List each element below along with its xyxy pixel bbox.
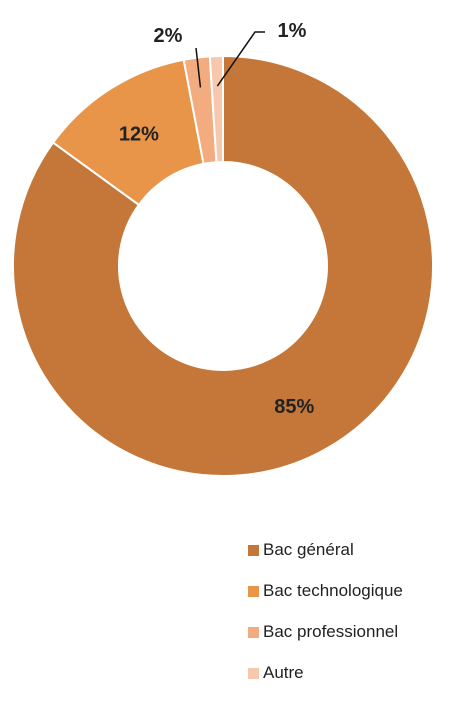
legend-label: Bac professionnel — [263, 622, 399, 641]
legend-swatch — [248, 585, 259, 597]
data-label-1: 12% — [119, 123, 159, 145]
data-label-2: 2% — [154, 25, 183, 47]
leader-line-3 — [216, 31, 265, 87]
legend-item: Bac général — [248, 540, 403, 560]
data-label-3: 1% — [278, 20, 307, 42]
legend: Bac général Bac technologique Bac professi… — [248, 540, 403, 704]
legend-label: Bac général — [263, 540, 354, 559]
legend-item: Bac technologique — [248, 581, 403, 601]
legend-swatch — [248, 544, 259, 556]
legend-swatch — [248, 626, 259, 638]
legend-label: Autre — [263, 663, 304, 682]
legend-item: Bac professionnel — [248, 622, 403, 642]
slice-0 — [12, 54, 434, 477]
leader-line-2 — [195, 47, 202, 88]
legend-label: Bac technologique — [263, 581, 403, 600]
data-label-0: 85% — [274, 396, 314, 418]
legend-swatch — [248, 667, 259, 679]
legend-item: Autre — [248, 663, 403, 683]
donut-chart: 85% 12% 2% 1% — [12, 20, 434, 477]
